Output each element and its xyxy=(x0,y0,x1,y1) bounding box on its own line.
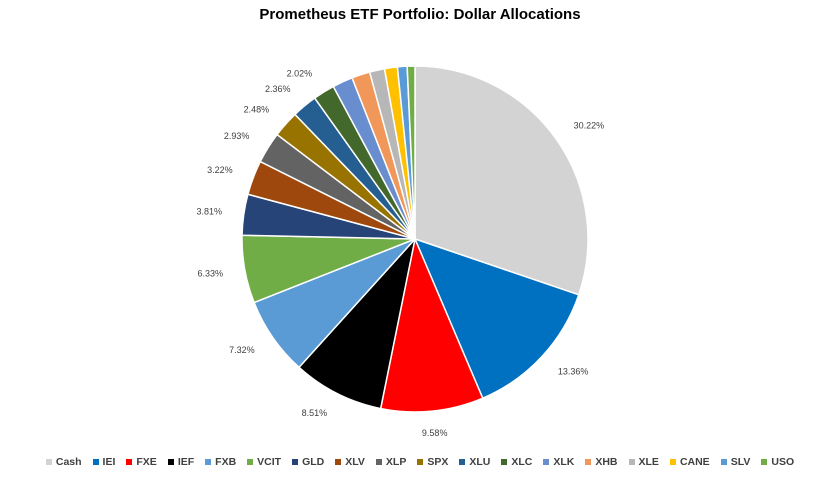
pie-slice-uso xyxy=(406,65,416,240)
legend-entry-ief: IEF xyxy=(167,456,195,468)
legend: Cash IEI FXE IEF FXB VCIT GLD XLV XLP SPX XLU XLC XL… xyxy=(0,454,840,470)
legend-swatch xyxy=(669,459,676,465)
legend-entry-xlp: XLP xyxy=(375,456,407,468)
legend-label: XLC xyxy=(511,456,533,468)
data-label-ief: 8.51% xyxy=(302,408,328,418)
legend-swatch xyxy=(501,459,508,465)
legend-entry-iei: IEI xyxy=(92,456,116,468)
legend-label: VCIT xyxy=(257,456,282,468)
data-label-xlu: 2.36% xyxy=(265,84,291,94)
legend-label: FXB xyxy=(215,456,237,468)
legend-entry-spx: SPX xyxy=(417,456,448,468)
legend-swatch xyxy=(205,459,212,465)
legend-entry-xlv: XLV xyxy=(335,456,365,468)
legend-swatch xyxy=(720,459,727,465)
chart-title: Prometheus ETF Portfolio: Dollar Allocat… xyxy=(259,6,581,23)
data-label-spx: 2.48% xyxy=(244,105,270,115)
legend-label: GLD xyxy=(302,456,325,468)
legend-swatch xyxy=(45,459,52,465)
legend-swatch xyxy=(247,459,254,465)
legend-entry-slv: SLV xyxy=(720,456,751,468)
pie-slice-cash xyxy=(414,65,589,296)
legend-label: SPX xyxy=(427,456,449,468)
legend-label: XLU xyxy=(469,456,491,468)
legend-swatch xyxy=(335,459,342,465)
legend-swatch xyxy=(375,459,382,465)
legend-label: FXE xyxy=(136,456,157,468)
data-label-vcit: 6.33% xyxy=(197,268,223,278)
pie-slice-fxe xyxy=(379,236,484,413)
legend-label: SLV xyxy=(730,456,751,468)
data-label-iei: 13.36% xyxy=(558,367,589,377)
legend-swatch xyxy=(417,459,424,465)
data-label-gld: 3.81% xyxy=(196,207,222,217)
legend-entry-cane: CANE xyxy=(669,456,710,468)
legend-swatch xyxy=(167,459,174,465)
legend-swatch xyxy=(628,459,635,465)
legend-label: Cash xyxy=(55,456,82,468)
legend-swatch xyxy=(585,459,592,465)
data-label-fxb: 7.32% xyxy=(229,345,255,355)
data-label-fxe: 9.58% xyxy=(422,428,448,438)
data-label-cash: 30.22% xyxy=(574,121,605,131)
legend-label: XLV xyxy=(345,456,365,468)
data-label-xlp: 2.93% xyxy=(224,131,250,141)
legend-entry-xlc: XLC xyxy=(501,456,532,468)
legend-label: CANE xyxy=(679,456,710,468)
legend-entry-gld: GLD xyxy=(292,456,324,468)
legend-entry-vcit: VCIT xyxy=(247,456,281,468)
legend-swatch xyxy=(92,459,99,465)
legend-swatch xyxy=(126,459,133,465)
legend-entry-cash: Cash xyxy=(45,456,82,468)
legend-swatch xyxy=(459,459,466,465)
legend-entry-fxb: FXB xyxy=(205,456,236,468)
legend-label: IEF xyxy=(177,456,195,468)
legend-label: USO xyxy=(771,456,795,468)
legend-swatch xyxy=(292,459,299,465)
pie-slice-ief xyxy=(297,236,417,410)
legend-swatch xyxy=(761,459,768,465)
data-label-xlv: 3.22% xyxy=(207,165,233,175)
legend-entry-xlu: XLU xyxy=(459,456,490,468)
legend-swatch xyxy=(543,459,550,465)
legend-label: IEI xyxy=(102,456,116,468)
legend-entry-uso: USO xyxy=(761,456,794,468)
pie-slice-iei xyxy=(413,237,580,400)
legend-label: XLP xyxy=(385,456,407,468)
legend-label: XHB xyxy=(595,456,618,468)
legend-entry-xlk: XLK xyxy=(543,456,574,468)
legend-label: XLE xyxy=(638,456,659,468)
data-label-xlc: 2.02% xyxy=(287,68,313,78)
legend-entry-fxe: FXE xyxy=(126,456,157,468)
legend-entry-xle: XLE xyxy=(628,456,659,468)
legend-label: XLK xyxy=(553,456,575,468)
legend-entry-xhb: XHB xyxy=(585,456,618,468)
